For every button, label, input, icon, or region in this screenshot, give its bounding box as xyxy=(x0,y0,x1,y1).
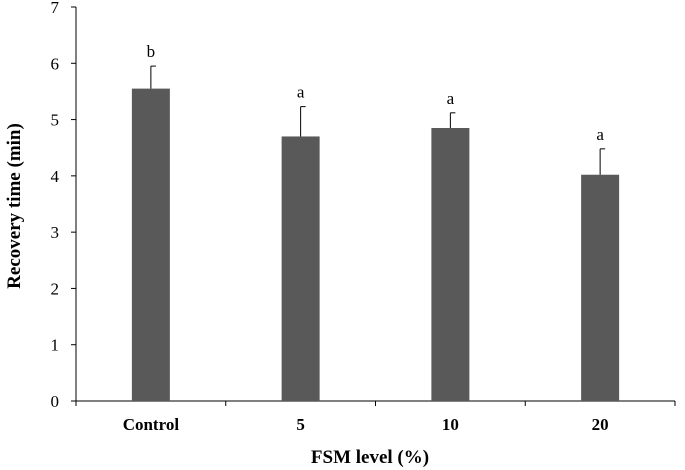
bar xyxy=(131,88,170,401)
bar xyxy=(281,136,320,401)
y-tick-label: 5 xyxy=(51,111,60,130)
bar xyxy=(581,174,620,401)
significance-label: a xyxy=(447,89,455,108)
x-tick-label: 5 xyxy=(296,415,305,434)
significance-label: a xyxy=(297,83,305,102)
y-axis-title: Recovery time (min) xyxy=(4,123,25,289)
y-tick-label: 2 xyxy=(51,279,60,298)
y-tick-label: 0 xyxy=(51,392,60,411)
x-tick-label: Control xyxy=(123,415,180,434)
y-tick-label: 3 xyxy=(51,223,60,242)
y-tick-label: 1 xyxy=(51,336,60,355)
x-tick-label: 10 xyxy=(442,415,459,434)
significance-label: a xyxy=(596,125,604,144)
x-tick-label: 20 xyxy=(592,415,609,434)
bar xyxy=(431,128,470,401)
y-tick-label: 6 xyxy=(51,54,60,73)
significance-label: b xyxy=(147,42,156,61)
y-tick-label: 7 xyxy=(51,0,60,17)
y-tick-label: 4 xyxy=(51,167,60,186)
plot-area: 0 1 2 3 4 5 6 7 b Control a 5 a 10 a 20 xyxy=(51,0,676,434)
x-axis-title: FSM level (%) xyxy=(311,447,429,468)
